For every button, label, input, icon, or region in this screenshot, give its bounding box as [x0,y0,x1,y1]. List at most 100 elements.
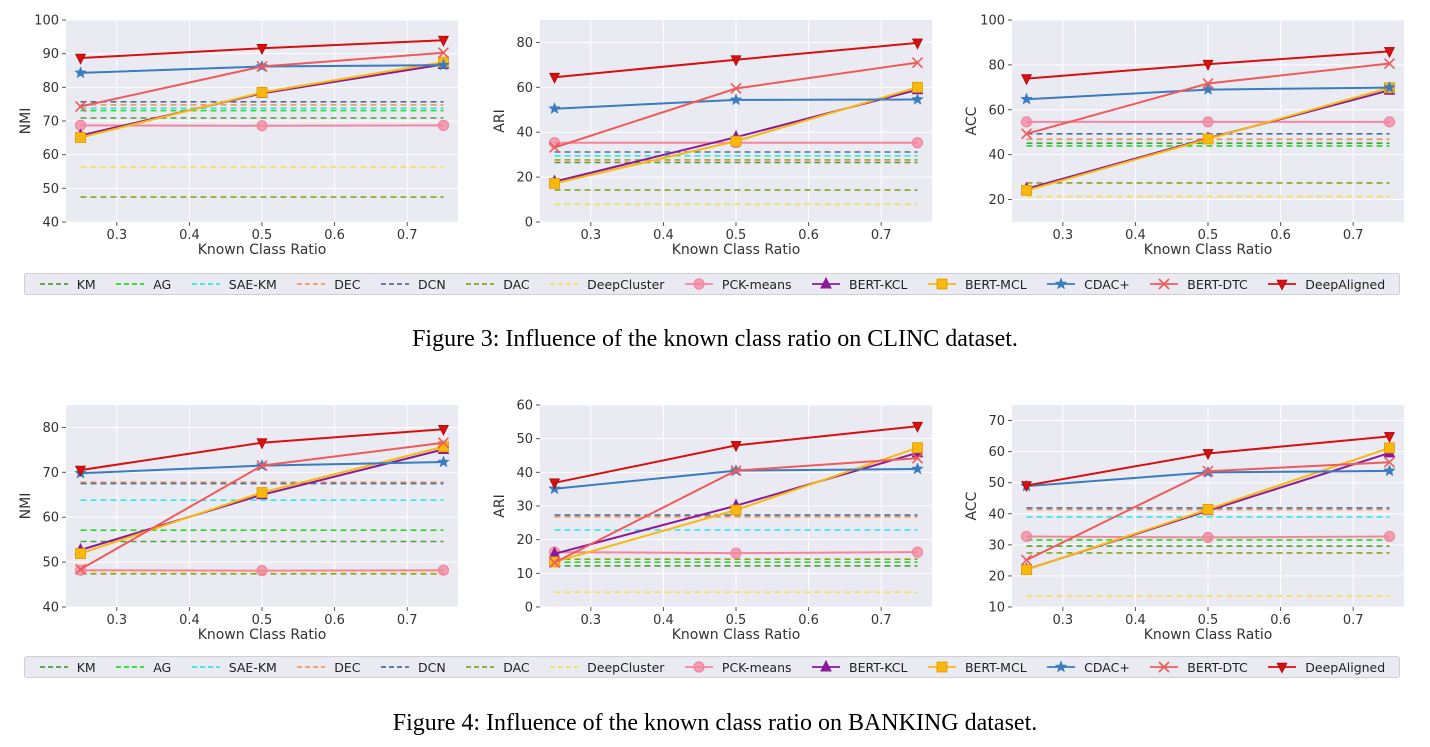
legend-label: CDAC+ [1084,659,1130,675]
y-tick-label: 20 [988,569,1005,584]
y-tick-label: 60 [516,399,533,414]
point-bert-mcl [549,177,560,189]
legend-label: BERT-MCL [964,276,1027,292]
y-tick-label: 40 [988,148,1005,163]
point-bert-mcl [730,135,742,147]
legend-label: DeepAligned [1305,659,1386,675]
legend-label: KM [76,276,96,292]
figure-4-caption: Figure 4: Influence of the known class r… [392,710,1038,736]
point-cdac [437,58,450,71]
point-pck-means [437,564,450,576]
x-axis-label: Known Class Ratio [198,627,327,643]
point-bert-mcl [1202,133,1214,145]
point-deepaligned [549,478,561,490]
legend-item-bert-dtc: BERT-DTC [1149,660,1248,675]
legend-swatch-bert-mcl [927,278,956,290]
y-tick-label: 40 [516,466,533,481]
legend-marker-bert-dtc [1158,661,1170,673]
y-tick-label: 60 [42,511,59,526]
y-tick-label: 20 [516,533,533,548]
legend-label: BERT-DTC [1187,276,1248,292]
point-bert-dtc [437,47,450,59]
x-tick-label: 0.4 [653,613,674,628]
legend-label: DEC [334,276,361,292]
x-tick-label: 0.3 [1052,228,1073,243]
point-bert-mcl [1021,184,1032,196]
series-bert-dtc [548,452,924,569]
point-bert-mcl [1384,442,1395,454]
point-bert-dtc [1020,128,1033,140]
y-tick-label: 40 [516,126,533,141]
point-pck-means [1202,531,1214,543]
y-tick-label: 60 [42,148,59,163]
legend-figure-4: KM AG SAE-KM DEC DCN DAC DeepCluster PCK-means B… [24,656,1400,678]
point-bert-mcl [1021,564,1032,576]
y-axis-label: NMI [18,108,34,135]
series-deepaligned [549,38,923,84]
point-bert-dtc [1202,77,1214,90]
y-tick-label: 80 [516,36,533,51]
legend-label: DEC [334,659,361,675]
point-pck-means [1020,116,1033,128]
x-tick-label: 0.7 [871,228,892,243]
legend-item-dcn: DCN [380,277,446,292]
legend-item-km: KM [39,277,96,292]
legend-label: KM [76,659,96,675]
y-tick-label: 100 [34,14,59,29]
y-tick-label: 80 [42,81,59,96]
series-deepaligned [549,421,923,490]
point-deepaligned [256,438,268,450]
x-axis-label: Known Class Ratio [198,242,327,258]
point-cdac [1383,464,1396,477]
legend-item-deepaligned: DeepAligned [1267,660,1385,675]
legend-item-km: KM [39,660,96,675]
series-deepaligned [75,424,449,477]
x-axis-label: Known Class Ratio [672,242,801,258]
legend-swatch-dcn [381,283,409,285]
point-pck-means [1020,530,1033,543]
point-deepaligned [256,43,268,55]
legend-label: AG [153,659,172,675]
chart-4-nmi: 40 50 60 70 80 0.3 0.4 0.5 0.6 0.7 Known Class Rat… [18,405,458,643]
series-bert-dtc [74,47,450,113]
point-deepaligned [1383,47,1395,59]
point-bert-dtc [256,460,268,472]
legend-label: AG [153,276,172,292]
y-tick-label: 50 [516,432,533,447]
series-bert-dtc [1020,57,1396,140]
series-bert-mcl [549,81,923,189]
point-deepaligned [75,53,87,65]
legend-marker-pck-means [693,661,705,673]
point-deepaligned [1021,74,1033,86]
legend-label: DCN [418,659,446,675]
legend-label: DeepAligned [1305,276,1386,292]
legend-swatch-deepcluster [550,283,579,285]
point-bert-dtc [730,465,742,477]
point-bert-mcl [730,504,742,516]
legend-item-cdac: CDAC+ [1046,660,1130,675]
y-tick-label: 90 [42,47,59,62]
legend-item-pck-means: PCK-means [684,660,792,675]
legend-item-dac: DAC [465,277,530,292]
x-tick-label: 0.4 [653,228,674,243]
x-tick-label: 0.5 [252,613,273,628]
legend-item-ag: AG [115,277,171,292]
point-cdac [1020,92,1033,105]
legend-label: CDAC+ [1084,276,1130,292]
y-tick-label: 40 [988,507,1005,522]
x-tick-label: 0.4 [179,613,200,628]
legend-swatch-bert-kcl [812,660,840,672]
point-bert-dtc [911,452,924,464]
series-deepaligned [1021,432,1395,493]
y-tick-label: 10 [988,601,1005,616]
point-deepaligned [911,38,923,50]
y-axis-label: NMI [18,493,34,520]
point-bert-dtc [74,563,87,575]
y-tick-label: 100 [980,14,1005,29]
series-bert-dtc [548,57,924,154]
point-bert-dtc [1202,465,1214,477]
legend-label: BERT-KCL [849,276,908,292]
x-tick-label: 0.6 [324,613,345,628]
legend-marker-deepaligned [1276,279,1288,291]
legend-item-deepcluster: DeepCluster [549,277,664,292]
